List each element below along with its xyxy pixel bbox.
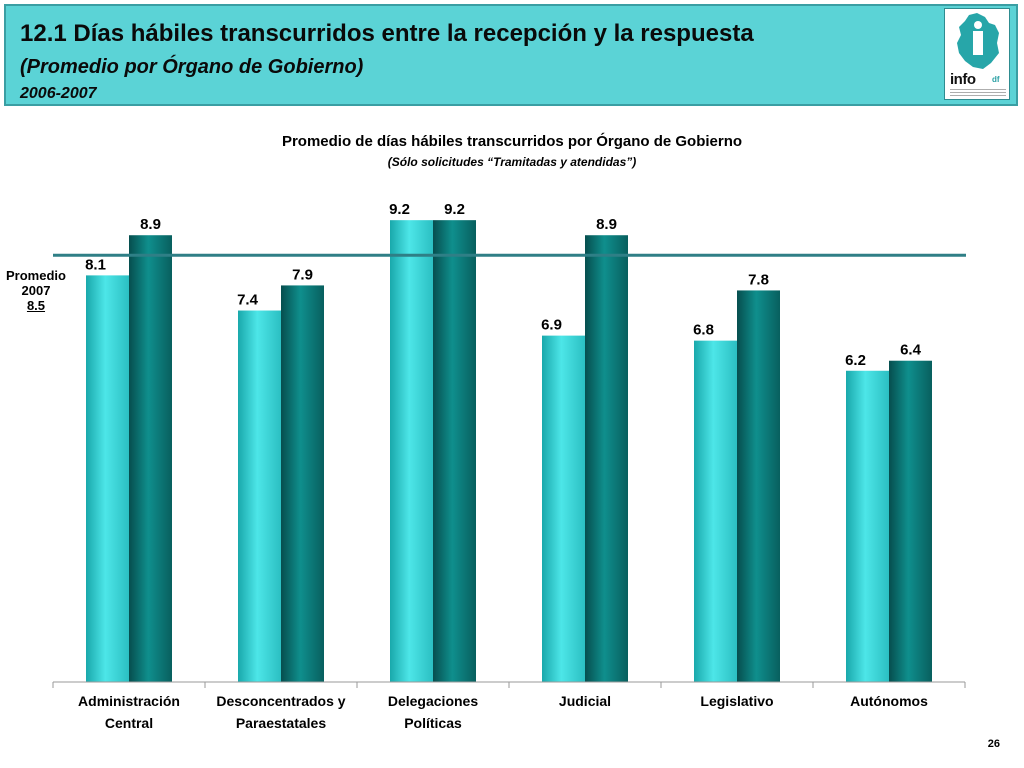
category-label: Central: [105, 715, 153, 731]
data-label: 8.9: [140, 216, 161, 233]
bar-series-2: [889, 360, 932, 682]
reference-label-value: 8.5: [26, 298, 46, 313]
category-label: Paraestatales: [236, 715, 327, 731]
chart-subtitle: (Sólo solicitudes “Tramitadas y atendida…: [387, 155, 637, 169]
reference-line-label: Promedio 2007 8.5: [0, 268, 72, 313]
bar-series-1: [390, 220, 433, 682]
data-label: 8.9: [596, 216, 617, 233]
data-label: 6.9: [541, 317, 562, 334]
data-label: 7.9: [292, 266, 313, 283]
logo-text: info: [950, 71, 976, 88]
logo-fine-print: [950, 89, 1006, 96]
reference-label-line1: Promedio: [6, 268, 66, 283]
category-label: Delegaciones: [388, 693, 478, 709]
category-label: Autónomos: [850, 693, 928, 709]
bar-series-1: [542, 335, 585, 682]
slide-title: 12.1 Días hábiles transcurridos entre la…: [20, 20, 754, 47]
data-label: 6.4: [900, 342, 922, 359]
category-labels: Administración Central Desconcentrados y Pa…: [78, 693, 928, 731]
data-label: 8.1: [85, 256, 106, 273]
infodf-logo: info df: [944, 8, 1010, 100]
data-label: 7.4: [237, 292, 259, 309]
chart-title: Promedio de días hábiles transcurridos p…: [281, 133, 743, 150]
data-label: 6.2: [845, 352, 866, 369]
category-label: Judicial: [559, 693, 611, 709]
logo-suffix: df: [992, 75, 1000, 84]
category-label: Políticas: [404, 715, 462, 731]
category-label: Desconcentrados y: [216, 693, 345, 709]
bar-series-2: [129, 235, 172, 682]
data-label: 9.2: [389, 201, 410, 218]
page-number: 26: [987, 738, 1000, 750]
bar-series-1: [238, 310, 281, 682]
bar-series-1: [86, 275, 129, 682]
bar-series-1: [694, 340, 737, 682]
data-label: 6.8: [693, 322, 714, 339]
data-label: 7.8: [748, 271, 769, 288]
map-emblem-icon: [957, 13, 999, 69]
slide-years: 2006-2007: [20, 85, 97, 102]
bar-series-2: [281, 285, 324, 682]
category-label: Administración: [78, 693, 180, 709]
bars-layer: [86, 220, 932, 682]
x-axis-ticks: [52, 682, 966, 688]
reference-label-line2: 2007: [21, 283, 51, 298]
data-label: 9.2: [444, 201, 465, 218]
bar-series-2: [737, 290, 780, 682]
bar-series-2: [585, 235, 628, 682]
slide-header: 12.1 Días hábiles transcurridos entre la…: [4, 4, 1018, 106]
bar-series-1: [846, 370, 889, 682]
bar-series-2: [433, 220, 476, 682]
category-label: Legislativo: [700, 693, 773, 709]
value-labels: 8.1 8.9 7.4 7.9 9.2 9.2 6.9 8.9 6.8 7.8 6.2 6.4: [85, 201, 922, 369]
slide-subtitle: (Promedio por Órgano de Gobierno): [20, 56, 364, 78]
